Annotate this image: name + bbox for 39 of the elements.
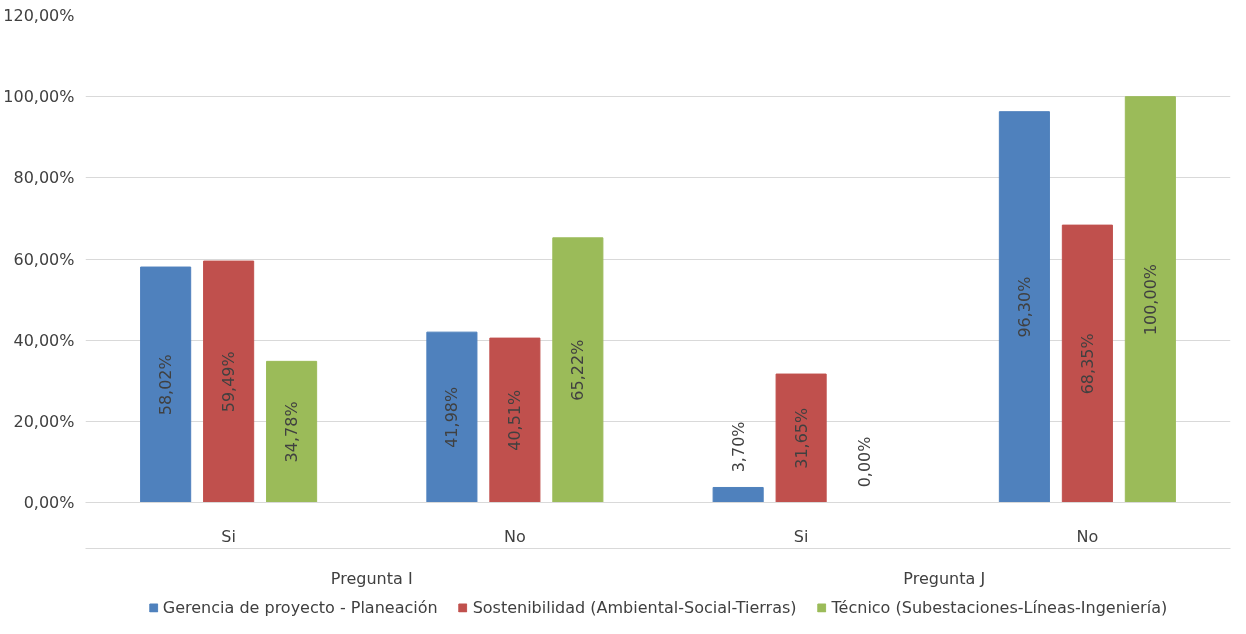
legend-label: Técnico (Subestaciones-Líneas-Ingeniería) <box>831 597 1168 617</box>
data-label: 65,22% <box>568 339 588 401</box>
y-tick-label: 20,00% <box>13 411 75 431</box>
data-label: 40,51% <box>505 389 525 451</box>
data-label: 34,78% <box>282 401 302 463</box>
data-label: 3,70% <box>728 421 748 473</box>
y-tick-label: 120,00% <box>3 6 75 25</box>
data-label: 41,98% <box>442 386 462 448</box>
bar <box>266 360 318 503</box>
bar <box>489 337 541 503</box>
legend-label: Gerencia de proyecto - Planeación <box>162 597 438 617</box>
x-tick-label: Si <box>793 526 809 546</box>
y-tick-label: 100,00% <box>3 87 75 107</box>
bar <box>998 111 1050 503</box>
data-label: 0,00% <box>854 436 874 488</box>
data-label: 96,30% <box>1014 276 1034 338</box>
x-tick-label: No <box>504 526 526 546</box>
data-label: 68,35% <box>1077 333 1097 395</box>
bar <box>426 331 478 503</box>
bar <box>552 237 604 503</box>
bar <box>712 486 764 503</box>
y-tick-label: 60,00% <box>13 249 75 269</box>
data-label: 100,00% <box>1140 263 1160 336</box>
y-tick-label: 0,00% <box>23 493 75 512</box>
bar <box>203 260 255 503</box>
bar <box>775 373 827 503</box>
x-tick-label: Si <box>221 526 236 546</box>
text: Pregunta J <box>903 568 986 588</box>
bar <box>1124 96 1176 503</box>
data-label: 59,49% <box>219 351 239 413</box>
y-tick-label: 40,00% <box>13 330 75 350</box>
bar <box>140 266 192 503</box>
x-tick-label: No <box>1076 526 1099 546</box>
text: Pregunta I <box>330 568 413 588</box>
data-label: 58,02% <box>156 354 176 416</box>
legend-label: Sostenibilidad (Ambiental-Social-Tierras) <box>472 597 797 617</box>
data-label: 31,65% <box>791 407 811 469</box>
bar <box>1061 224 1113 503</box>
y-tick-label: 80,00% <box>13 168 75 188</box>
